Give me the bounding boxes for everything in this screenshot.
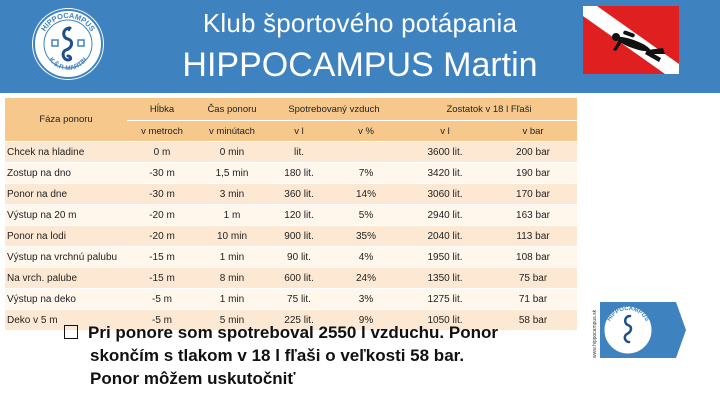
diver-down-flag-icon <box>583 6 679 74</box>
header-time-unit: v minútach <box>197 120 267 142</box>
table-row: Výstup na 20 m -20 m 1 m 120 lit. 5% 294… <box>5 204 578 226</box>
cell-tank-bar: 58 bar <box>489 309 578 331</box>
cell-tank-l: 1275 lit. <box>401 288 489 310</box>
cell-depth: -15 m <box>127 246 197 268</box>
cell-tank-l: 2040 lit. <box>401 225 489 247</box>
checkbox-icon <box>64 325 78 339</box>
cell-tank-bar: 108 bar <box>489 246 578 268</box>
table-row: Výstup na vrchnú palubu -15 m 1 min 90 l… <box>5 246 578 268</box>
cell-tank-bar: 113 bar <box>489 225 578 247</box>
page-title-line1: Klub športového potápania <box>202 8 518 38</box>
cell-air-l: 360 lit. <box>267 183 331 205</box>
cell-tank-l: 1350 lit. <box>401 267 489 289</box>
note-line3: Ponor môžem uskutočniť <box>90 369 296 388</box>
cell-air-l: 180 lit. <box>267 162 331 184</box>
cell-time: 1,5 min <box>197 162 267 184</box>
cell-depth: 0 m <box>127 141 197 163</box>
cell-air-pct: 3% <box>331 288 401 310</box>
club-logo: HIPPOCAMPUS K.Š.P. MARTIN <box>32 8 104 80</box>
note-line2: skončím s tlakom v 18 l fľaši o veľkosti… <box>90 346 465 365</box>
page-title-line2: HIPPOCAMPUS Martin <box>182 46 538 84</box>
cell-tank-bar: 190 bar <box>489 162 578 184</box>
cell-air-pct: 9% <box>331 309 401 331</box>
cell-tank-bar: 163 bar <box>489 204 578 226</box>
cell-time: 10 min <box>197 225 267 247</box>
header-air-l: v l <box>267 120 331 142</box>
cell-air-pct: 24% <box>331 267 401 289</box>
cell-tank-bar: 200 bar <box>489 141 578 163</box>
note-line1: Pri ponore som spotreboval 2550 l vzduch… <box>88 323 498 342</box>
cell-time: 0 min <box>197 141 267 163</box>
table-row: Na vrch. palube -15 m 8 min 600 lit. 24%… <box>5 267 578 289</box>
header-depth-unit: v metroch <box>127 120 197 142</box>
cell-depth: -20 m <box>127 204 197 226</box>
cell-tank-bar: 170 bar <box>489 183 578 205</box>
club-logo-small: www.hippocampus.sk HIPPOCAMPUS <box>590 298 690 362</box>
header-tank-left: Zostatok v 18 l Fľaši <box>401 98 578 121</box>
cell-depth: -15 m <box>127 267 197 289</box>
cell-time: 5 min <box>197 309 267 331</box>
cell-tank-l: 3600 lit. <box>401 141 489 163</box>
cell-air-l: 75 lit. <box>267 288 331 310</box>
cell-depth: -20 m <box>127 225 197 247</box>
header-bar: HIPPOCAMPUS K.Š.P. MARTIN Klub športovéh… <box>0 0 720 93</box>
cell-depth: -5 m <box>127 288 197 310</box>
cell-phase: Deko v 5 m <box>5 309 127 331</box>
cell-phase: Ponor na lodi <box>5 225 127 247</box>
cell-air-pct: 4% <box>331 246 401 268</box>
cell-air-l: 225 lit. <box>267 309 331 331</box>
table-row: Deko v 5 m -5 m 5 min 225 lit. 9% 1050 l… <box>5 309 578 331</box>
cell-tank-bar: 71 bar <box>489 288 578 310</box>
header-air-pct: v % <box>331 120 401 142</box>
cell-tank-bar: 75 bar <box>489 267 578 289</box>
header-air-used: Spotrebovaný vzduch <box>267 98 401 121</box>
cell-time: 3 min <box>197 183 267 205</box>
cell-air-l: lit. <box>267 141 331 163</box>
cell-phase: Výstup na vrchnú palubu <box>5 246 127 268</box>
table-row: Ponor na lodi -20 m 10 min 900 lit. 35% … <box>5 225 578 247</box>
logo-url-text: www.hippocampus.sk <box>592 309 598 358</box>
cell-phase: Zostup na dno <box>5 162 127 184</box>
cell-time: 8 min <box>197 267 267 289</box>
cell-air-l: 900 lit. <box>267 225 331 247</box>
table-header-row: Fáza ponoru Hĺbka Čas ponoru Spotrebovan… <box>5 98 578 142</box>
table-row: Výstup na deko -5 m 1 min 75 lit. 3% 127… <box>5 288 578 310</box>
cell-air-l: 120 lit. <box>267 204 331 226</box>
seahorse-logo-icon: HIPPOCAMPUS K.Š.P. MARTIN <box>33 9 103 79</box>
cell-tank-l: 1950 lit. <box>401 246 489 268</box>
conclusion-note: Pri ponore som spotreboval 2550 l vzduch… <box>64 321 584 390</box>
header-depth: Hĺbka <box>127 98 197 121</box>
cell-phase: Výstup na 20 m <box>5 204 127 226</box>
cell-air-l: 600 lit. <box>267 267 331 289</box>
cell-air-pct: 5% <box>331 204 401 226</box>
cell-phase: Ponor na dne <box>5 183 127 205</box>
cell-air-pct: 7% <box>331 162 401 184</box>
cell-phase: Výstup na deko <box>5 288 127 310</box>
cell-tank-l: 3060 lit. <box>401 183 489 205</box>
cell-depth: -30 m <box>127 162 197 184</box>
cell-air-pct: 35% <box>331 225 401 247</box>
cell-tank-l: 3420 lit. <box>401 162 489 184</box>
cell-time: 1 min <box>197 246 267 268</box>
cell-depth: -30 m <box>127 183 197 205</box>
cell-tank-l: 1050 lit. <box>401 309 489 331</box>
dive-plan-table: Fáza ponoru Hĺbka Čas ponoru Spotrebovan… <box>5 98 578 331</box>
cell-phase: Chcek na hladine <box>5 141 127 163</box>
cell-air-pct <box>331 141 401 163</box>
cell-tank-l: 2940 lit. <box>401 204 489 226</box>
cell-air-l: 90 lit. <box>267 246 331 268</box>
table-row: Zostup na dno -30 m 1,5 min 180 lit. 7% … <box>5 162 578 184</box>
cell-phase: Na vrch. palube <box>5 267 127 289</box>
cell-air-pct: 14% <box>331 183 401 205</box>
cell-depth: -5 m <box>127 309 197 331</box>
header-tank-bar: v bar <box>489 120 578 142</box>
cell-time: 1 min <box>197 288 267 310</box>
cell-time: 1 m <box>197 204 267 226</box>
header-phase: Fáza ponoru <box>5 98 127 142</box>
table-row: Ponor na dne -30 m 3 min 360 lit. 14% 30… <box>5 183 578 205</box>
table-subheader-row: v metroch v minútach v l v % v l v bar <box>5 120 578 142</box>
table-row: Chcek na hladine 0 m 0 min lit. 3600 lit… <box>5 141 578 163</box>
header-time: Čas ponoru <box>197 98 267 121</box>
header-tank-l: v l <box>401 120 489 142</box>
